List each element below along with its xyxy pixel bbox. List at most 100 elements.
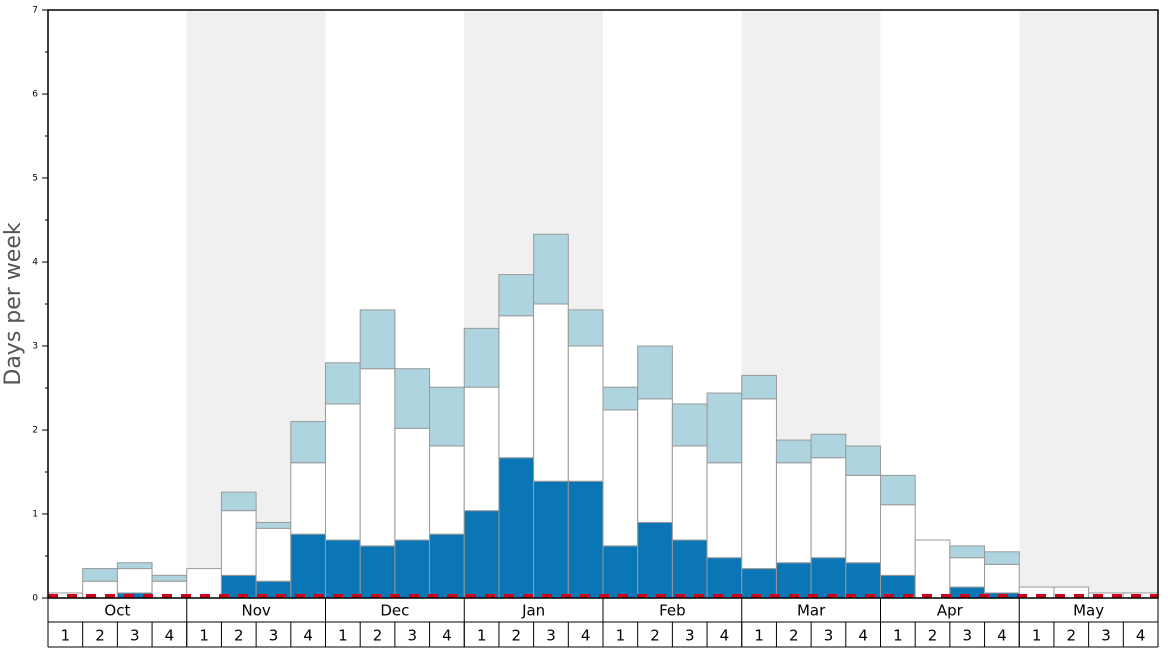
bar-segment: [359, 368, 396, 547]
bar-segment: [533, 480, 569, 599]
y-tick-label: 4: [32, 258, 38, 268]
bar-segment: [741, 568, 777, 599]
week-label: 2: [789, 627, 799, 645]
week-label: 4: [165, 627, 175, 645]
week-label: 1: [754, 627, 764, 645]
bar-segment: [82, 568, 118, 582]
bar-segment: [671, 539, 708, 599]
bar-segment: [116, 568, 153, 594]
y-axis-label: Days per week: [1, 222, 26, 385]
y-tick-label: 5: [32, 174, 38, 184]
bar-segment: [567, 309, 604, 347]
bar-segment: [637, 521, 673, 599]
bar-segment: [775, 562, 812, 599]
week-label: 3: [962, 627, 972, 645]
week-label: 2: [928, 627, 938, 645]
week-label: 3: [824, 627, 834, 645]
bar-segment: [706, 392, 743, 464]
y-tick-label: 0: [32, 594, 38, 604]
bar-segment: [637, 398, 673, 523]
bar-segment: [810, 557, 847, 599]
week-label: 3: [407, 627, 417, 645]
bar-segment: [429, 386, 465, 447]
week-label: 2: [95, 627, 105, 645]
bar-segment: [255, 527, 292, 582]
bar-segment: [463, 327, 500, 388]
week-label: 3: [1101, 627, 1111, 645]
week-label: 2: [512, 627, 522, 645]
bar-segment: [533, 233, 569, 305]
bar-segment: [116, 562, 153, 570]
bar-segment: [914, 539, 951, 599]
bar-segment: [151, 574, 188, 582]
bar-segment: [637, 345, 673, 400]
week-label: 4: [720, 627, 730, 645]
week-label: 4: [1136, 627, 1146, 645]
week-label: 3: [130, 627, 140, 645]
bar-segment: [498, 457, 535, 599]
bar-segment: [220, 491, 257, 512]
week-label: 4: [858, 627, 868, 645]
bar-segment: [325, 539, 361, 599]
bar-segment: [602, 545, 639, 599]
week-label: 4: [303, 627, 313, 645]
week-label: 4: [997, 627, 1007, 645]
bar-segment: [186, 568, 222, 599]
bar-segment: [220, 510, 257, 576]
bar-segment: [290, 421, 326, 464]
week-label: 2: [1067, 627, 1077, 645]
bar-segment: [567, 345, 604, 482]
bar-segment: [845, 445, 881, 476]
week-label: 4: [581, 627, 591, 645]
y-tick-label: 7: [32, 6, 38, 16]
bar-segment: [775, 439, 812, 464]
y-tick-label: 1: [32, 510, 38, 520]
week-label: 4: [442, 627, 452, 645]
bar-segment: [671, 445, 708, 541]
y-tick-label: 3: [32, 342, 38, 352]
bar-segment: [706, 557, 743, 599]
y-tick-label: 2: [32, 426, 38, 436]
bar-segment: [463, 386, 500, 512]
bar-segment: [394, 539, 431, 599]
month-label: Feb: [659, 602, 686, 620]
bar-segment: [359, 309, 396, 370]
bar-segment: [290, 533, 326, 599]
bar-segment: [429, 445, 465, 535]
bar-segment: [359, 545, 396, 599]
bar-segment: [706, 462, 743, 559]
month-label: Nov: [241, 602, 270, 620]
bar-segment: [394, 368, 431, 429]
week-label: 3: [685, 627, 695, 645]
bar-segment: [602, 386, 639, 411]
bar-segment: [984, 551, 1020, 565]
week-label: 2: [650, 627, 660, 645]
week-label: 2: [373, 627, 383, 645]
month-band: [1019, 10, 1158, 598]
week-label: 1: [1032, 627, 1042, 645]
y-tick-label: 6: [32, 90, 38, 100]
bar-segment: [949, 545, 986, 559]
week-label: 2: [234, 627, 244, 645]
bar-segment: [533, 303, 569, 482]
bar-segment: [845, 474, 881, 564]
bar-segment: [741, 374, 777, 400]
month-label: May: [1073, 602, 1104, 620]
week-label: 3: [546, 627, 556, 645]
week-label: 1: [616, 627, 626, 645]
bar-segment: [325, 362, 361, 405]
bar-segment: [949, 557, 986, 588]
bar-segment: [498, 274, 535, 317]
bar-segment: [255, 521, 292, 529]
bar-segment: [325, 403, 361, 541]
month-label: Dec: [380, 602, 409, 620]
week-label: 1: [199, 627, 209, 645]
week-label: 1: [61, 627, 71, 645]
bar-segment: [429, 533, 465, 599]
bar-segment: [463, 510, 500, 599]
bar-segment: [671, 403, 708, 447]
bar-segment: [880, 504, 916, 576]
week-label: 1: [477, 627, 487, 645]
month-label: Mar: [797, 602, 826, 620]
